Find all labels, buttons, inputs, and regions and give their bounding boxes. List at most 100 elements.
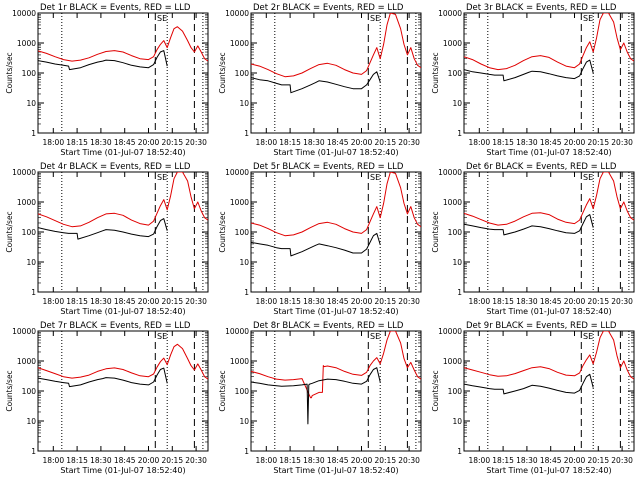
y-tick-label: 1000 — [443, 357, 462, 366]
x-tick-label: 18:30 — [90, 456, 112, 465]
lld-series-line — [464, 172, 634, 226]
y-axis-label: Counts/sec — [218, 370, 227, 411]
y-tick-label: 10000 — [225, 9, 249, 18]
x-tick-label: 20:15 — [587, 456, 609, 465]
y-tick-label: 1 — [244, 129, 249, 138]
chart-title: Det 3r BLACK = Events, RED = LLD — [466, 3, 617, 13]
chart-panel-4: Det 4r BLACK = Events, RED = LLD 1 10 100 10… — [5, 162, 209, 316]
x-tick-label: 18:15 — [492, 456, 514, 465]
events-series-line — [464, 59, 594, 82]
x-tick-label: 20:30 — [611, 456, 633, 465]
x-tick-label: 18:15 — [66, 138, 88, 147]
events-series-line — [38, 367, 168, 388]
y-tick-label: 1 — [31, 129, 36, 138]
x-tick-label: 18:30 — [516, 138, 538, 147]
chart-panel-3: Det 3r BLACK = Events, RED = LLD 1 10 100 10… — [431, 3, 635, 157]
x-tick-label: 18:30 — [90, 138, 112, 147]
y-axis-label: Counts/sec — [5, 211, 14, 252]
x-tick-label: 18:15 — [66, 456, 88, 465]
saa-label: SE — [583, 332, 593, 341]
x-tick-label: 20:15 — [374, 297, 396, 306]
y-tick-label: 100 — [22, 69, 37, 78]
x-tick-label: 18:30 — [516, 297, 538, 306]
x-tick-label: 20:00 — [351, 138, 373, 147]
x-tick-label: 18:15 — [492, 297, 514, 306]
x-tick-label: 18:45 — [540, 456, 562, 465]
lld-series-line — [251, 172, 421, 237]
chart-title: Det 6r BLACK = Events, RED = LLD — [466, 162, 617, 172]
y-tick-label: 10 — [239, 258, 249, 267]
x-tick-label: 18:15 — [279, 297, 301, 306]
x-tick-label: 20:00 — [138, 297, 160, 306]
lld-series-line — [464, 331, 634, 380]
x-tick-label: 18:00 — [255, 138, 277, 147]
chart-panel-1: Det 1r BLACK = Events, RED = LLD 1 10 100 10… — [5, 3, 209, 157]
y-tick-label: 1 — [244, 288, 249, 297]
y-tick-label: 100 — [235, 387, 250, 396]
events-series-line — [251, 71, 381, 94]
y-tick-label: 100 — [448, 228, 463, 237]
chart-title: Det 9r BLACK = Events, RED = LLD — [466, 321, 617, 331]
chart-title: Det 4r BLACK = Events, RED = LLD — [40, 162, 191, 172]
saa-label: SE — [157, 14, 167, 23]
plot-frame — [463, 171, 635, 293]
x-tick-label: 18:45 — [114, 297, 136, 306]
y-axis-label: Counts/sec — [218, 211, 227, 252]
x-tick-label: 18:45 — [327, 456, 349, 465]
events-series-line — [251, 367, 381, 425]
x-tick-label: 18:00 — [42, 297, 64, 306]
x-tick-label: 18:15 — [492, 138, 514, 147]
y-axis-label: Counts/sec — [218, 52, 227, 93]
y-axis-label: Counts/sec — [5, 370, 14, 411]
y-tick-label: 100 — [22, 228, 37, 237]
x-axis-label: Start Time (01-Jul-07 18:52:40) — [486, 307, 611, 316]
y-tick-label: 10 — [26, 99, 36, 108]
x-tick-label: 20:15 — [161, 456, 183, 465]
y-tick-label: 100 — [448, 387, 463, 396]
y-tick-label: 1 — [31, 288, 36, 297]
chart-title: Det 1r BLACK = Events, RED = LLD — [40, 3, 191, 13]
x-tick-label: 20:00 — [138, 456, 160, 465]
x-tick-label: 20:30 — [398, 138, 420, 147]
y-tick-label: 1 — [244, 447, 249, 456]
x-tick-label: 20:00 — [138, 138, 160, 147]
x-tick-label: 20:15 — [587, 297, 609, 306]
plot-frame — [463, 330, 635, 452]
x-tick-label: 18:15 — [66, 297, 88, 306]
chart-panel-7: Det 7r BLACK = Events, RED = LLD 1 10 100 10… — [5, 321, 209, 475]
saa-label: SE — [157, 173, 167, 182]
x-tick-label: 18:30 — [303, 138, 325, 147]
y-tick-label: 10 — [452, 99, 462, 108]
y-tick-label: 10000 — [12, 9, 36, 18]
x-tick-label: 18:45 — [114, 456, 136, 465]
chart-panel-2: Det 2r BLACK = Events, RED = LLD 1 10 100 10… — [218, 3, 422, 157]
y-tick-label: 100 — [22, 387, 37, 396]
x-tick-label: 20:00 — [564, 297, 586, 306]
y-tick-label: 10000 — [438, 9, 462, 18]
saa-label: SE — [370, 14, 380, 23]
chart-panel-6: Det 6r BLACK = Events, RED = LLD 1 10 100 10… — [431, 162, 635, 316]
y-axis-label: Counts/sec — [431, 211, 440, 252]
saa-label: SE — [370, 173, 380, 182]
lld-series-line — [251, 331, 421, 399]
plot-frame — [250, 12, 422, 134]
x-tick-label: 20:30 — [185, 138, 207, 147]
y-tick-label: 1 — [457, 288, 462, 297]
saa-label: SE — [370, 332, 380, 341]
chart-panel-9: Det 9r BLACK = Events, RED = LLD 1 10 100 10… — [431, 321, 635, 475]
events-series-line — [251, 232, 381, 257]
y-tick-label: 1 — [457, 129, 462, 138]
y-tick-label: 10 — [239, 99, 249, 108]
y-tick-label: 1 — [457, 447, 462, 456]
x-tick-label: 18:30 — [303, 297, 325, 306]
lld-series-line — [38, 26, 208, 62]
y-tick-label: 10000 — [438, 327, 462, 336]
x-tick-label: 20:30 — [185, 456, 207, 465]
y-axis-label: Counts/sec — [5, 52, 14, 93]
x-tick-label: 20:15 — [161, 138, 183, 147]
y-tick-label: 10 — [26, 417, 36, 426]
chart-title: Det 8r BLACK = Events, RED = LLD — [253, 321, 404, 331]
x-tick-label: 18:15 — [279, 138, 301, 147]
events-series-line — [464, 373, 594, 395]
